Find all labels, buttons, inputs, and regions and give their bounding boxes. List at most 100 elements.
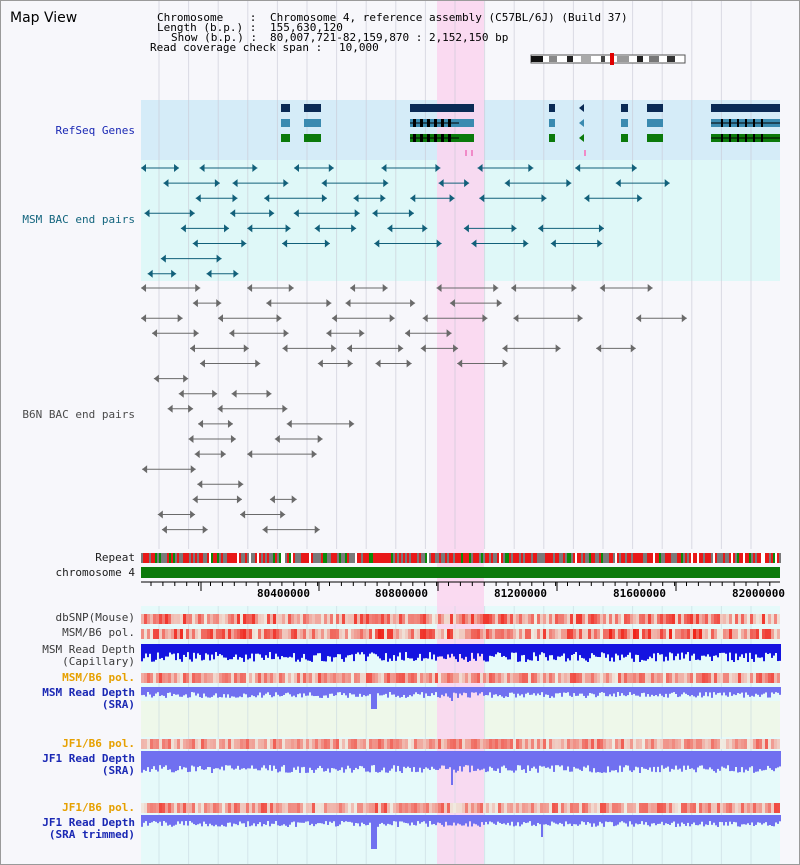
dbsnp-cell xyxy=(645,614,648,624)
dbsnp-cell xyxy=(669,614,672,624)
read-depth-bar xyxy=(479,751,481,771)
read-depth-bar xyxy=(691,751,693,769)
read-depth-bar xyxy=(565,644,567,662)
dbsnp-cell xyxy=(162,614,165,624)
repeat-element xyxy=(677,553,679,563)
read-depth-bar xyxy=(485,687,487,696)
read-depth-bar xyxy=(741,751,743,768)
polymorphism-cell xyxy=(696,673,699,683)
polymorphism-cell xyxy=(522,803,525,813)
dbsnp-cell xyxy=(369,614,372,624)
read-depth-bar xyxy=(605,644,607,658)
dbsnp-cell xyxy=(561,614,564,624)
read-depth-bar xyxy=(593,687,595,695)
dbsnp-cell xyxy=(339,614,342,624)
read-depth-bar xyxy=(461,815,463,826)
read-depth-bar xyxy=(405,751,407,769)
polymorphism-cell xyxy=(759,629,762,639)
polymorphism-cell xyxy=(327,629,330,639)
polymorphism-cell xyxy=(216,739,219,749)
polymorphism-cell xyxy=(624,629,627,639)
read-depth-bar xyxy=(169,815,171,825)
read-depth-bar xyxy=(325,751,327,771)
repeat-element xyxy=(229,553,231,563)
read-depth-bar xyxy=(405,687,407,698)
read-depth-bar xyxy=(373,644,375,654)
polymorphism-cell xyxy=(579,803,582,813)
repeat-element xyxy=(381,553,383,563)
read-depth-bar xyxy=(259,751,261,771)
read-depth-bar xyxy=(515,687,517,698)
polymorphism-cell xyxy=(393,673,396,683)
repeat-element xyxy=(671,553,673,563)
b6n-bac-pair-end xyxy=(347,359,353,368)
read-depth-bar xyxy=(221,687,223,698)
polymorphism-cell xyxy=(468,739,471,749)
read-depth-bar xyxy=(293,687,295,696)
polymorphism-cell xyxy=(261,803,264,813)
read-depth-bar xyxy=(159,644,161,659)
read-depth-bar xyxy=(669,644,671,653)
read-depth-bar xyxy=(437,687,439,698)
b6n-bac-pair-end xyxy=(269,495,275,504)
read-depth-bar xyxy=(693,751,695,770)
read-depth-bar xyxy=(439,687,441,698)
read-depth-bar xyxy=(271,751,273,771)
read-depth-bar xyxy=(279,751,281,772)
read-depth-bar xyxy=(603,815,605,827)
read-depth-bar xyxy=(425,687,427,694)
read-depth-bar xyxy=(467,644,469,662)
read-depth-bar xyxy=(671,751,673,769)
repeat-element xyxy=(657,553,659,563)
repeat-element xyxy=(249,553,251,563)
read-depth-bar xyxy=(361,687,363,697)
track-label-jf1-depth-trimmed: JF1 Read Depth xyxy=(42,816,135,829)
dbsnp-cell xyxy=(456,614,459,624)
polymorphism-cell xyxy=(246,739,249,749)
gene-exon xyxy=(753,134,755,142)
read-depth-bar xyxy=(475,687,477,693)
repeat-element xyxy=(271,553,273,563)
polymorphism-cell xyxy=(444,629,447,639)
polymorphism-cell xyxy=(180,739,183,749)
polymorphism-cell xyxy=(222,739,225,749)
read-depth-bar xyxy=(283,687,285,695)
read-depth-bar xyxy=(299,815,301,823)
read-depth-bar xyxy=(635,644,637,655)
repeat-element xyxy=(173,553,175,563)
polymorphism-cell xyxy=(447,739,450,749)
repeat-element xyxy=(441,553,443,563)
read-depth-bar xyxy=(387,815,389,824)
repeat-element xyxy=(455,553,457,563)
polymorphism-cell xyxy=(450,673,453,683)
polymorphism-cell xyxy=(390,629,393,639)
repeat-element xyxy=(703,553,705,563)
read-depth-bar xyxy=(451,644,453,654)
read-depth-bar xyxy=(287,815,289,827)
polymorphism-cell xyxy=(363,803,366,813)
read-depth-bar xyxy=(629,644,631,653)
read-depth-bar xyxy=(415,751,417,773)
read-depth-bar xyxy=(589,687,591,693)
polymorphism-cell xyxy=(324,803,327,813)
dbsnp-cell xyxy=(204,614,207,624)
read-depth-bar xyxy=(367,751,369,772)
read-depth-bar xyxy=(773,687,775,694)
msm-bac-pair-end xyxy=(321,194,327,203)
read-depth-bar xyxy=(297,751,299,767)
read-depth-bar xyxy=(299,687,301,694)
read-depth-bar xyxy=(497,687,499,697)
read-depth-bar xyxy=(709,644,711,657)
read-depth-bar xyxy=(767,644,769,655)
read-depth-bar xyxy=(737,751,739,773)
chromosome-bar xyxy=(141,567,780,578)
polymorphism-cell xyxy=(351,629,354,639)
read-depth-bar xyxy=(473,687,475,693)
polymorphism-cell xyxy=(519,673,522,683)
read-depth-bar xyxy=(223,751,225,771)
read-depth-bar xyxy=(203,687,205,694)
polymorphism-cell xyxy=(441,803,444,813)
polymorphism-cell xyxy=(219,629,222,639)
polymorphism-cell xyxy=(660,739,663,749)
